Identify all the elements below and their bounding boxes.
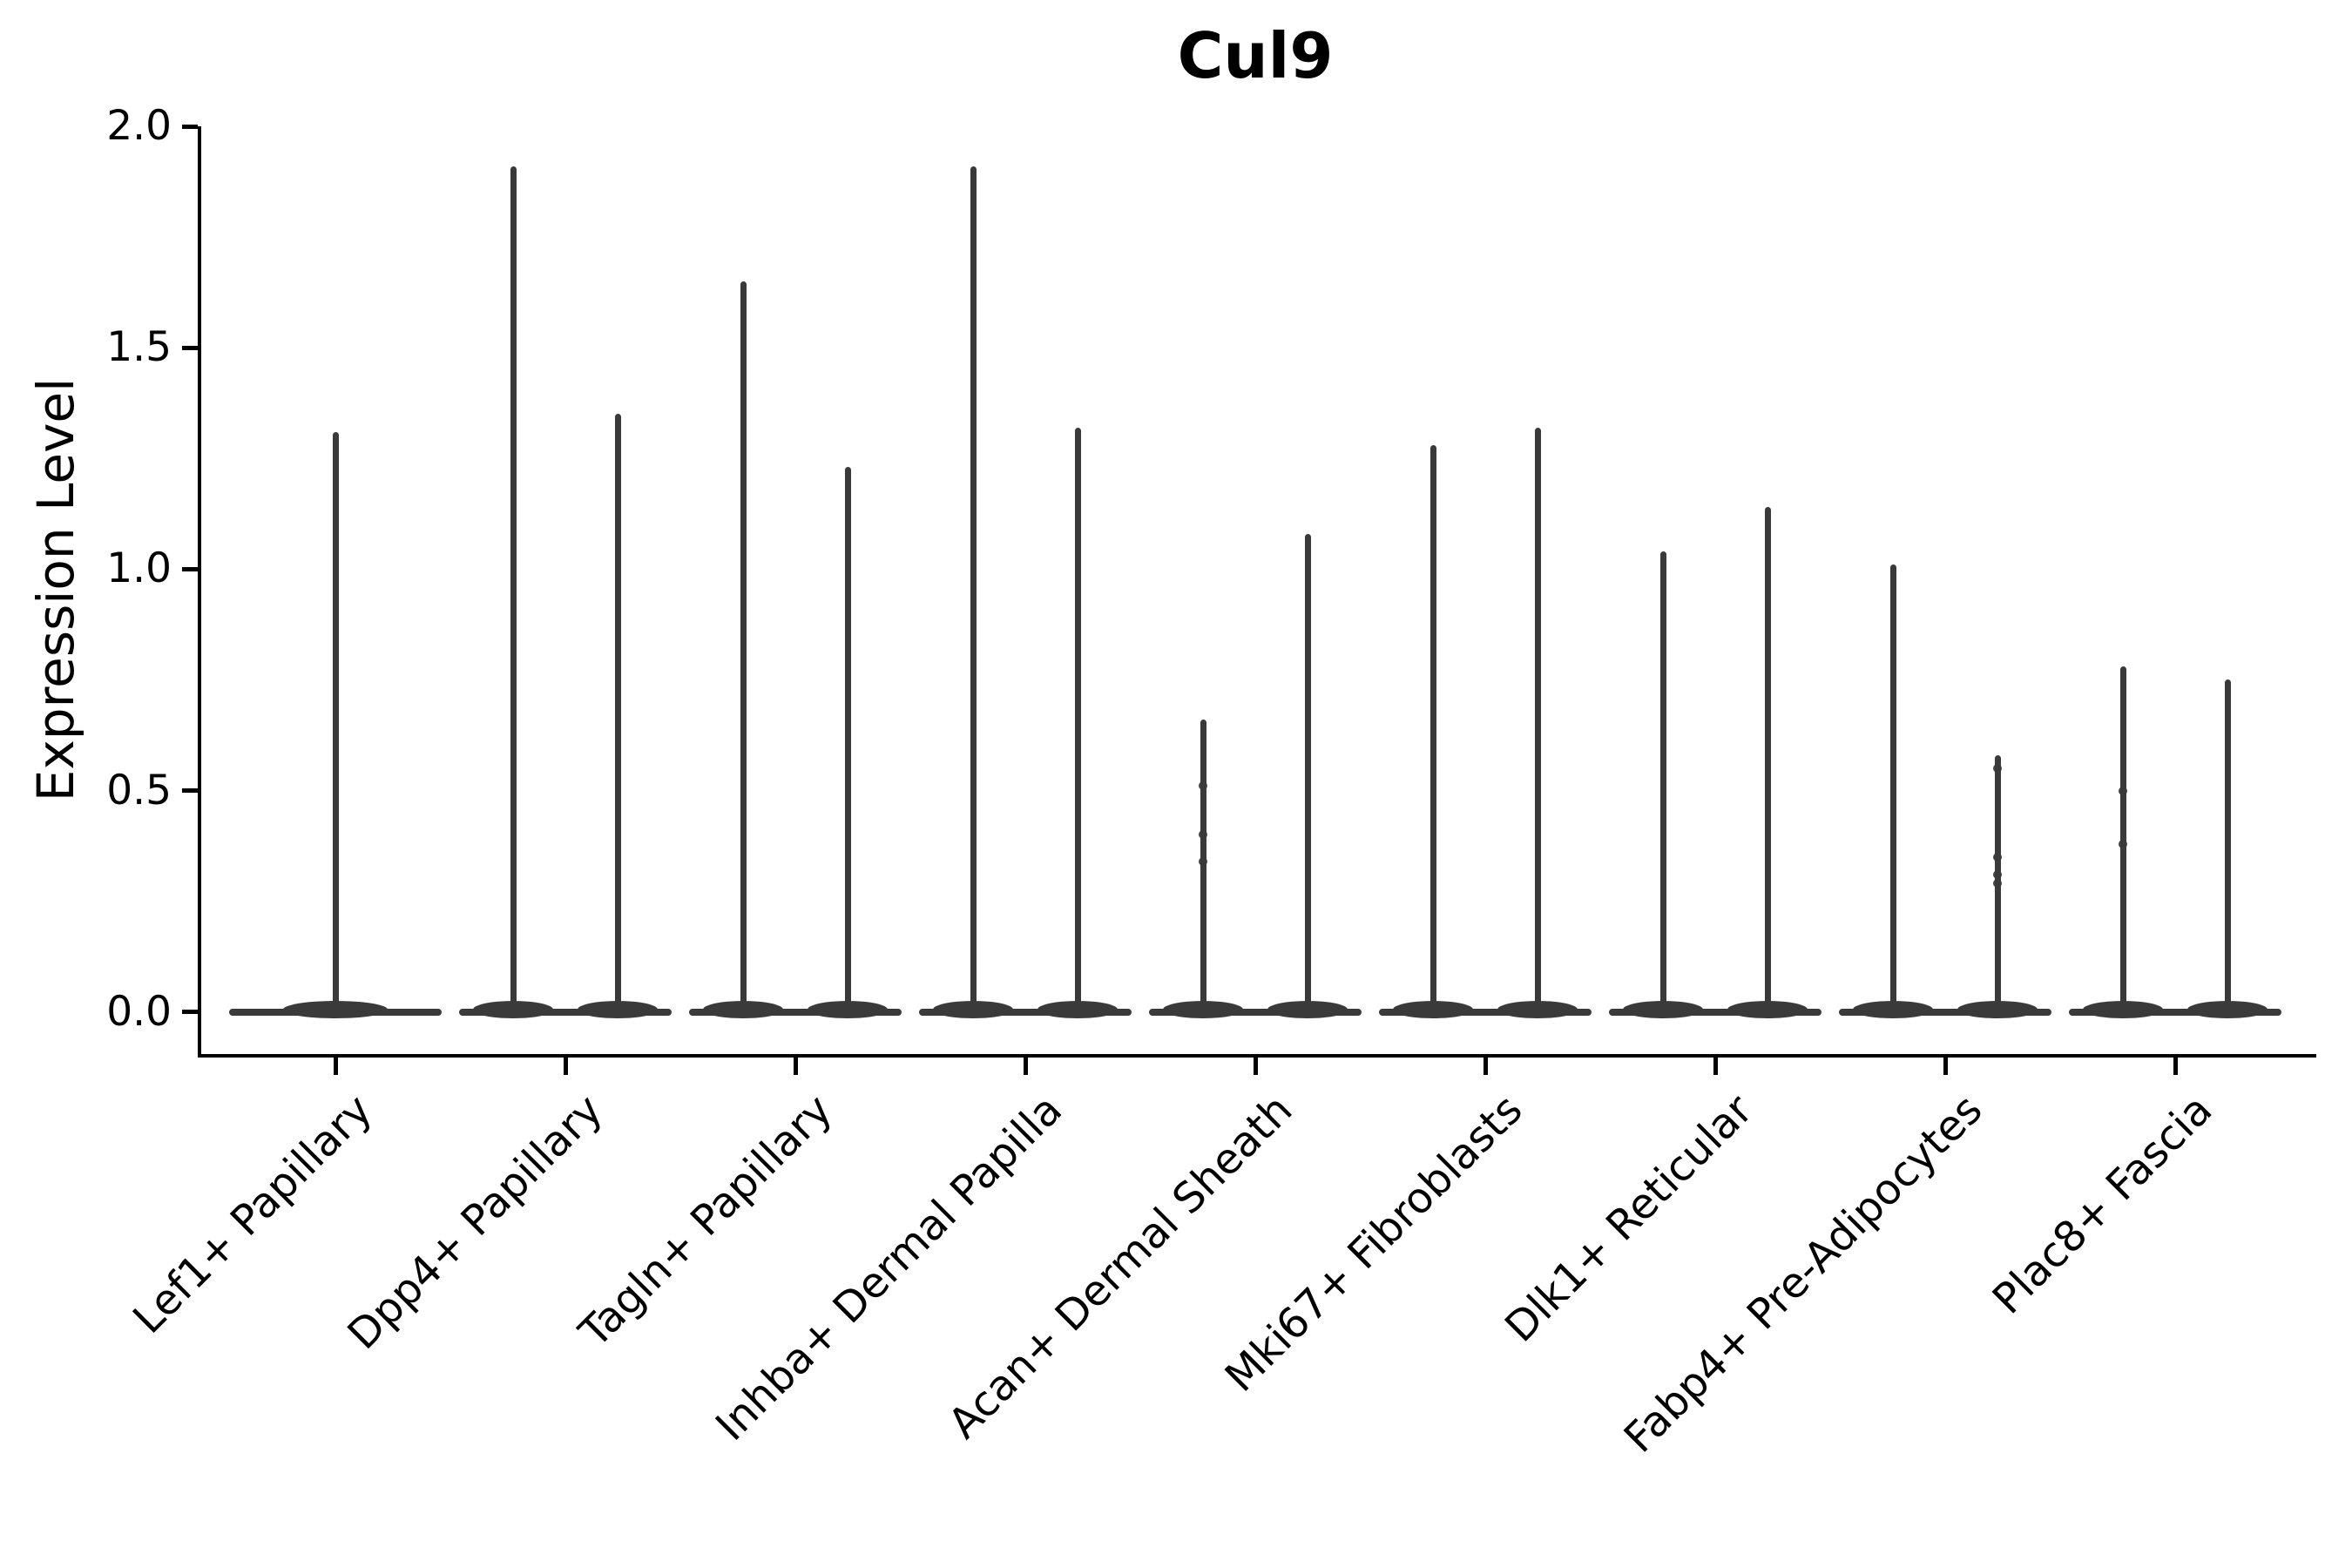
violin-spike xyxy=(1889,564,1896,1014)
expression-point xyxy=(2119,839,2127,848)
violin-spike xyxy=(1429,445,1436,1014)
y-tick-label: 1.0 xyxy=(106,544,172,593)
expression-point xyxy=(1993,852,2002,862)
x-tick-mark xyxy=(1253,1054,1258,1075)
violin-spike xyxy=(740,280,747,1014)
violin-base xyxy=(1379,1008,1592,1016)
expression-point xyxy=(1993,870,2002,880)
x-tick-label: Plac8+ Fascia xyxy=(1983,1085,2222,1324)
expression-point xyxy=(1993,764,2002,774)
violin-spike xyxy=(614,414,621,1014)
violin-spike xyxy=(2224,679,2231,1014)
expression-point xyxy=(1199,781,1207,791)
x-tick-mark xyxy=(2173,1054,2178,1075)
y-axis-label: Expression Level xyxy=(26,377,85,802)
y-tick-mark xyxy=(182,124,198,129)
expression-point xyxy=(2119,786,2127,795)
violin-spike xyxy=(844,467,851,1014)
violin-spike xyxy=(970,166,977,1014)
x-tick-label: Dlk1+ Reticular xyxy=(1495,1085,1762,1352)
x-tick-mark xyxy=(333,1054,338,1075)
y-tick-label: 2.0 xyxy=(106,102,172,150)
x-tick-label: Tagln+ Papillary xyxy=(570,1085,842,1357)
violin-base xyxy=(2069,1008,2281,1016)
y-tick-mark xyxy=(182,788,198,794)
violin-spike xyxy=(1534,427,1541,1014)
violin-base xyxy=(1149,1008,1362,1016)
y-tick-label: 0.0 xyxy=(106,987,172,1036)
x-tick-label: Dpp4+ Papillary xyxy=(338,1085,612,1359)
x-tick-mark xyxy=(1023,1054,1028,1075)
x-tick-mark xyxy=(1483,1054,1488,1075)
violin-spike xyxy=(510,166,517,1014)
violin-base xyxy=(459,1008,672,1016)
x-tick-label: Lef1+ Papillary xyxy=(124,1085,382,1343)
y-tick-mark xyxy=(182,1010,198,1015)
y-tick-mark xyxy=(182,345,198,350)
violin-spike xyxy=(1200,720,1206,1014)
x-tick-mark xyxy=(563,1054,568,1075)
violin-base xyxy=(1839,1008,2051,1016)
violin-spike xyxy=(1304,533,1311,1014)
violin-spike xyxy=(1764,507,1771,1014)
expression-point xyxy=(1199,856,1207,866)
violin-spike xyxy=(1659,551,1666,1014)
x-tick-mark xyxy=(1713,1054,1718,1075)
y-tick-mark xyxy=(182,566,198,571)
x-tick-mark xyxy=(793,1054,798,1075)
x-tick-mark xyxy=(1943,1054,1948,1075)
y-tick-label: 1.5 xyxy=(106,323,172,372)
violin-spike xyxy=(1074,427,1081,1014)
expression-point xyxy=(1199,830,1207,840)
violin-base xyxy=(689,1008,902,1016)
violin-base xyxy=(919,1008,1132,1016)
chart-title: Cul9 xyxy=(1177,19,1334,92)
expression-point xyxy=(1993,879,2002,889)
violin-spike xyxy=(332,431,339,1014)
y-tick-label: 0.5 xyxy=(106,766,172,814)
violin-base xyxy=(1609,1008,1821,1016)
